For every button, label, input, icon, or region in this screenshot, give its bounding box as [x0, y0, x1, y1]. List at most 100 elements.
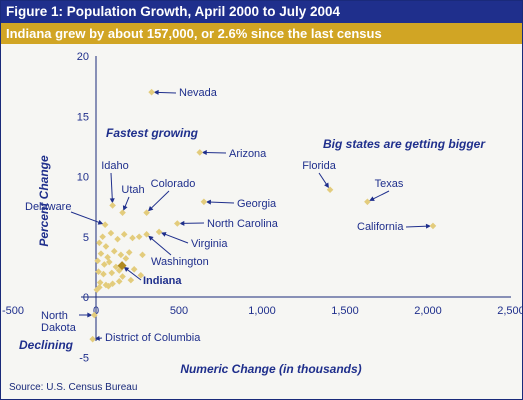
- y-tick-label: 10: [77, 172, 89, 184]
- x-tick-label: 1,500: [331, 305, 359, 317]
- arrow-head: [205, 199, 211, 205]
- point-label: Texas: [375, 178, 404, 190]
- data-point-california: [429, 222, 437, 230]
- annotation-declining: Declining: [19, 338, 74, 352]
- leader-line: [208, 201, 235, 204]
- data-point: [94, 257, 101, 265]
- arrow-head: [148, 205, 154, 212]
- data-point: [117, 251, 125, 259]
- data-point: [122, 255, 130, 262]
- data-point: [125, 249, 133, 256]
- leader-line: [405, 225, 429, 228]
- data-point-delaware: [101, 221, 109, 228]
- y-tick-label: 20: [77, 51, 89, 63]
- x-tick-label: 2,000: [414, 305, 442, 317]
- arrow-head: [425, 223, 431, 229]
- leader-line: [110, 172, 113, 201]
- arrow-head: [122, 205, 128, 211]
- point-label: Georgia: [237, 198, 277, 210]
- y-tick-label: 0: [83, 292, 89, 304]
- arrow-head: [87, 312, 93, 318]
- arrow-head: [179, 220, 185, 226]
- data-point-virginia: [155, 228, 163, 236]
- x-tick-label: 0: [93, 305, 99, 317]
- y-tick-label: -5: [79, 352, 89, 364]
- point-label: North Dakota: [41, 310, 77, 334]
- x-tick-label: -500: [2, 305, 24, 317]
- data-point: [96, 279, 104, 286]
- figure-title: Figure 1: Population Growth, April 2000 …: [1, 1, 522, 23]
- leader-line: [163, 233, 189, 244]
- x-axis-title: Numeric Change (in thousands): [180, 362, 361, 376]
- point-label: Indiana: [143, 275, 182, 287]
- data-point-district-of-columbia: [89, 335, 96, 343]
- leader-line: [371, 190, 390, 201]
- data-point: [96, 239, 103, 247]
- data-point-north-carolina: [174, 220, 181, 227]
- data-point: [105, 258, 113, 266]
- leader-line: [150, 237, 172, 256]
- y-tick-label: 5: [83, 232, 89, 244]
- data-point: [97, 250, 105, 257]
- point-label: Virginia: [191, 238, 228, 250]
- y-axis-title: Percent Change: [37, 155, 51, 247]
- leader-line: [70, 211, 101, 224]
- x-tick-label: 1,000: [248, 305, 276, 317]
- arrow-head: [148, 235, 154, 241]
- arrow-head: [109, 198, 115, 204]
- point-label: Florida: [302, 160, 337, 172]
- leader-line: [149, 190, 170, 210]
- point-label: Colorado: [151, 178, 196, 190]
- leader-line: [318, 172, 328, 186]
- arrow-head: [153, 89, 159, 95]
- point-label: Idaho: [101, 160, 129, 172]
- data-point: [115, 278, 123, 285]
- point-label: California: [357, 221, 404, 233]
- data-point: [109, 280, 116, 288]
- data-point-texas: [364, 198, 371, 206]
- data-point: [139, 251, 146, 259]
- x-tick-label: 2,500: [497, 305, 522, 317]
- data-point: [130, 265, 138, 273]
- data-point: [120, 231, 128, 238]
- arrow-head: [369, 196, 375, 201]
- data-point: [101, 261, 108, 268]
- data-point: [107, 229, 115, 237]
- data-point: [104, 253, 111, 261]
- data-point-utah: [119, 209, 126, 216]
- data-point: [108, 269, 116, 277]
- data-point: [127, 276, 135, 284]
- data-point-washington: [143, 231, 150, 238]
- data-point-indiana: [117, 261, 127, 271]
- point-label: Arizona: [229, 148, 267, 160]
- point-label: North Carolina: [207, 218, 279, 230]
- data-point: [105, 282, 112, 290]
- data-point-nevada: [148, 88, 155, 96]
- data-point: [96, 284, 103, 291]
- arrow-head: [324, 182, 329, 189]
- data-point: [99, 233, 106, 241]
- data-point: [129, 234, 136, 242]
- data-point-north-dakota: [91, 311, 98, 319]
- data-point: [110, 247, 118, 255]
- point-label: District of Columbia: [105, 332, 201, 344]
- data-point: [95, 268, 102, 275]
- arrow-head: [123, 266, 130, 272]
- leader-line: [125, 268, 142, 281]
- arrow-head: [97, 219, 104, 225]
- point-label: Utah: [121, 184, 144, 196]
- data-point-idaho: [109, 202, 116, 209]
- data-point-arizona: [196, 149, 204, 156]
- data-point: [112, 263, 120, 271]
- x-tick-label: 500: [170, 305, 188, 317]
- data-point: [100, 270, 107, 278]
- arrow-head: [94, 335, 100, 341]
- data-point-georgia: [200, 198, 208, 206]
- ticks: -500 0 500 1,000 1,500 2,000 2,500 -5 0 5 10 15 20: [2, 51, 522, 364]
- point-labels: Nevada Arizona Florida Texas California Georg…: [25, 87, 431, 344]
- data-point: [119, 273, 126, 280]
- arrow-head: [201, 150, 207, 156]
- arrow-head: [160, 232, 167, 237]
